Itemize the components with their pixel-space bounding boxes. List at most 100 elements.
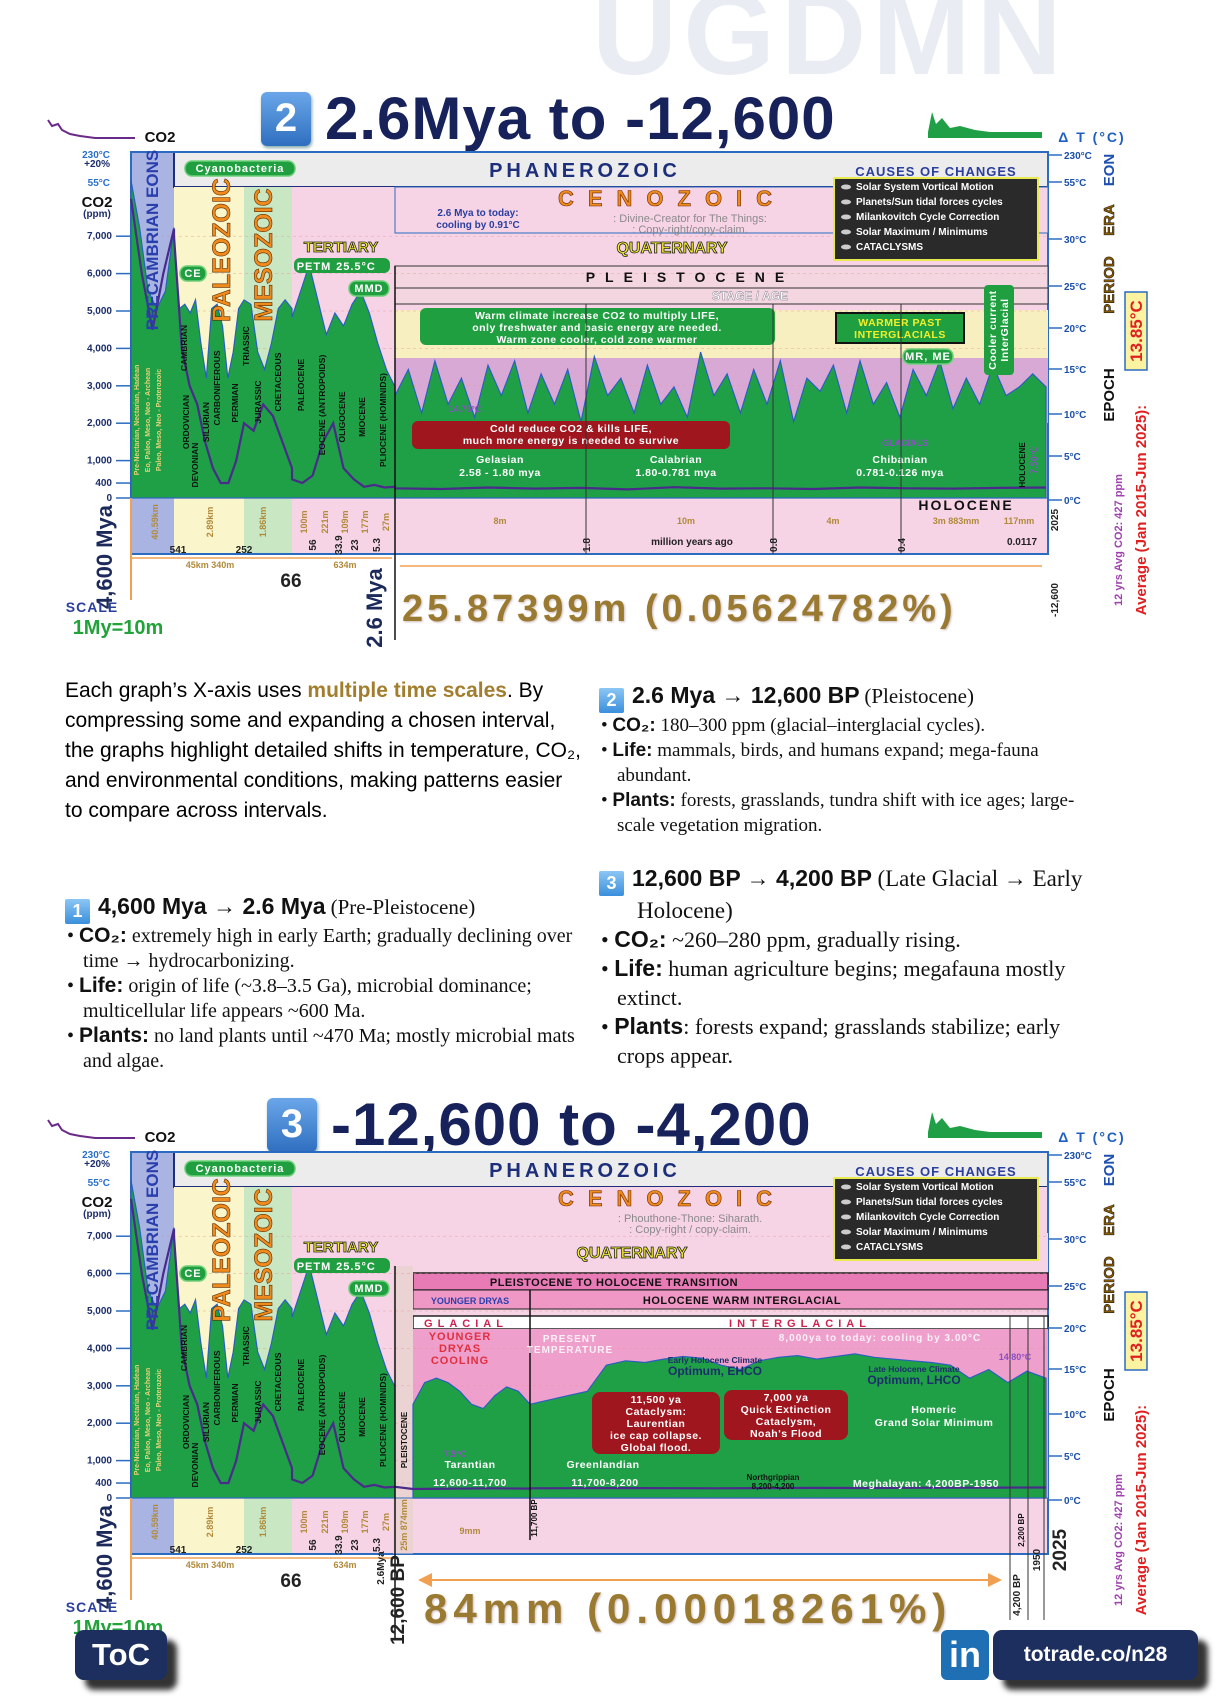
y-tick-label: 6,000 bbox=[87, 269, 112, 280]
x-start-bp: 12,600 BP bbox=[388, 1555, 409, 1645]
temp-note: 14.75°C bbox=[449, 404, 482, 414]
bullet-icon bbox=[841, 214, 851, 220]
arrow-right-icon bbox=[988, 1573, 1002, 1587]
cause-item: CATACLYSMS bbox=[856, 242, 923, 253]
mya-tick: 23 bbox=[350, 1539, 361, 1551]
temp-note: 14.80°C bbox=[999, 1352, 1032, 1362]
y-tick-label: 5,000 bbox=[87, 306, 112, 317]
section-heading: 2.6 Mya → 12,600 BP bbox=[632, 682, 860, 708]
precambrian-subeon: Paleo, Meso, Neo - Proterozoic bbox=[156, 369, 163, 471]
period-label: JURASSIC bbox=[253, 381, 263, 424]
distance-label: 1.86km bbox=[258, 1507, 268, 1538]
segment-distance: 4m bbox=[826, 516, 839, 526]
epoch-pleistocene: PLEISTOCENE bbox=[586, 269, 795, 285]
causes-title: CAUSES OF CHANGES bbox=[855, 164, 1016, 179]
bullet-icon bbox=[841, 244, 851, 250]
cataclysm-box bbox=[592, 1392, 720, 1454]
ce-label: CE bbox=[184, 268, 201, 280]
intro-paragraph: Each graph’s X-axis uses multiple time s… bbox=[65, 676, 585, 826]
warm-note-box bbox=[420, 308, 775, 345]
scale-label: SCALE bbox=[66, 599, 118, 615]
y-axis-title: CO2 bbox=[82, 1194, 113, 1211]
average-temp-box bbox=[1124, 1291, 1148, 1371]
distance-label: 40.59km bbox=[150, 1504, 160, 1540]
co2-top-label: CO2 bbox=[145, 1129, 176, 1146]
period-label: CRETACEOUS bbox=[273, 352, 283, 411]
y-right-tick-label: 230°C bbox=[1064, 1151, 1092, 1162]
y-tick-label: 7,000 bbox=[87, 1231, 112, 1242]
pleistocene-vertical: PLEISTOCENE bbox=[400, 1411, 409, 1468]
period-label: OLIGOCENE bbox=[337, 391, 347, 442]
petm-label: PETM bbox=[297, 1261, 332, 1273]
cold-note-box bbox=[412, 421, 730, 449]
lhco-label: Late Holocene Climate bbox=[868, 1364, 959, 1374]
y-right-axis-title: Δ T (°C) bbox=[1058, 129, 1125, 145]
stage-range: 12,600-11,700 bbox=[433, 1477, 507, 1489]
y-axis-unit: (ppm) bbox=[83, 209, 111, 220]
y-tick-label: 2,000 bbox=[87, 418, 112, 429]
segment-distance: 3m 883mm bbox=[933, 516, 980, 526]
y-right-tick-label: 5°C bbox=[1064, 1452, 1081, 1463]
distance-label: 221m bbox=[320, 1510, 330, 1533]
x-tick: 0.8 bbox=[769, 538, 780, 552]
present-temp: PRESENT bbox=[543, 1334, 597, 1345]
y-tick-label: 6,000 bbox=[87, 1269, 112, 1280]
stage-range: 2.58 - 1.80 mya bbox=[459, 467, 541, 479]
chart-2-title: 3 -12,600 to -4,200 bbox=[267, 1090, 812, 1159]
bullet-icon bbox=[841, 229, 851, 235]
x-tick: 1.8 bbox=[582, 538, 593, 552]
cooling-note: 8,000ya to today: cooling by 3.00°C bbox=[779, 1333, 981, 1344]
x-end-bp: 4,200 BP bbox=[1012, 1574, 1023, 1616]
y-right-tick-label: 55°C bbox=[1064, 1178, 1086, 1189]
y-right-tick-label: 55°C bbox=[1064, 178, 1086, 189]
mya-tick: 33.9 bbox=[334, 535, 345, 555]
yd-cooling: YOUNGER bbox=[429, 1331, 492, 1343]
linkedin-icon[interactable]: in bbox=[941, 1630, 989, 1680]
x-tick: 0.0117 bbox=[1007, 537, 1037, 548]
period-quaternary: QUATERNARY bbox=[576, 1245, 687, 1262]
x-left-end: 2.6Mya bbox=[376, 1551, 387, 1585]
petm-pill bbox=[294, 1258, 390, 1273]
distance-label: 2.89km bbox=[205, 1507, 215, 1538]
y-tick-label: 1,000 bbox=[87, 1456, 112, 1467]
cooler-current-label: InterGlacial bbox=[999, 298, 1011, 361]
stage-name: Calabrian bbox=[650, 454, 702, 466]
mmd-label: MMD bbox=[354, 1283, 383, 1295]
level-era: ERA bbox=[1101, 1204, 1118, 1236]
ehco-label: Optimum, EHCO bbox=[668, 1364, 762, 1378]
arrow-left-icon bbox=[418, 1573, 432, 1587]
glacial-label: GLACIAL bbox=[424, 1318, 508, 1330]
eon-phanerozoic: PHANEROZOIC bbox=[489, 1160, 681, 1182]
era-mesozoic: MESOZOIC bbox=[250, 188, 278, 321]
period-label: DEVONIAN bbox=[190, 1443, 200, 1488]
average-label: Average (Jan 2015-Jun 2025): bbox=[1133, 405, 1150, 615]
level-period: PERIOD bbox=[1101, 1256, 1118, 1314]
cause-item: Planets/Sun tidal forces cycles bbox=[856, 197, 1003, 208]
x-right-end: -12,600 bbox=[1050, 583, 1061, 617]
stage-name: Chibanian bbox=[872, 454, 927, 466]
yd-cooling: DRYAS bbox=[439, 1343, 481, 1355]
section-1: 1 4,600 Mya → 2.6 Mya (Pre-Pleistocene) C… bbox=[65, 893, 585, 1074]
mya-tick: 252 bbox=[236, 545, 253, 556]
petm-temp: 25.5°C bbox=[336, 1261, 376, 1273]
period-tertiary: TERTIARY bbox=[304, 1239, 378, 1256]
level-eon: EON bbox=[1101, 154, 1118, 187]
cause-item: Planets/Sun tidal forces cycles bbox=[856, 1197, 1003, 1208]
temperature-sparkline bbox=[928, 112, 1042, 138]
period-label: PALEOCENE bbox=[296, 359, 306, 412]
bullet-icon bbox=[841, 184, 851, 190]
transition-label: PLEISTOCENE TO HOLOCENE TRANSITION bbox=[490, 1277, 738, 1289]
period-label: CRETACEOUS bbox=[273, 1352, 283, 1411]
y-right-tick-label: 10°C bbox=[1064, 1410, 1086, 1421]
website-link[interactable]: totrade.co/n28 bbox=[993, 1630, 1198, 1680]
mya-tick: 56 bbox=[308, 1539, 319, 1551]
mya-tick: 252 bbox=[236, 1545, 253, 1556]
lhco-label: Optimum, LHCO bbox=[867, 1373, 960, 1387]
average-label: Average (Jan 2015-Jun 2025): bbox=[1133, 1405, 1150, 1615]
bullet-icon bbox=[841, 1184, 851, 1190]
toc-button[interactable]: ToC bbox=[75, 1630, 167, 1680]
stage-range: Meghalayan: 4,200BP-1950 bbox=[853, 1478, 999, 1490]
period-label: SILURIAN bbox=[201, 1402, 211, 1442]
period-label: EOCENE (ANTROPOIDS) bbox=[317, 355, 327, 456]
bullet-icon bbox=[841, 1244, 851, 1250]
